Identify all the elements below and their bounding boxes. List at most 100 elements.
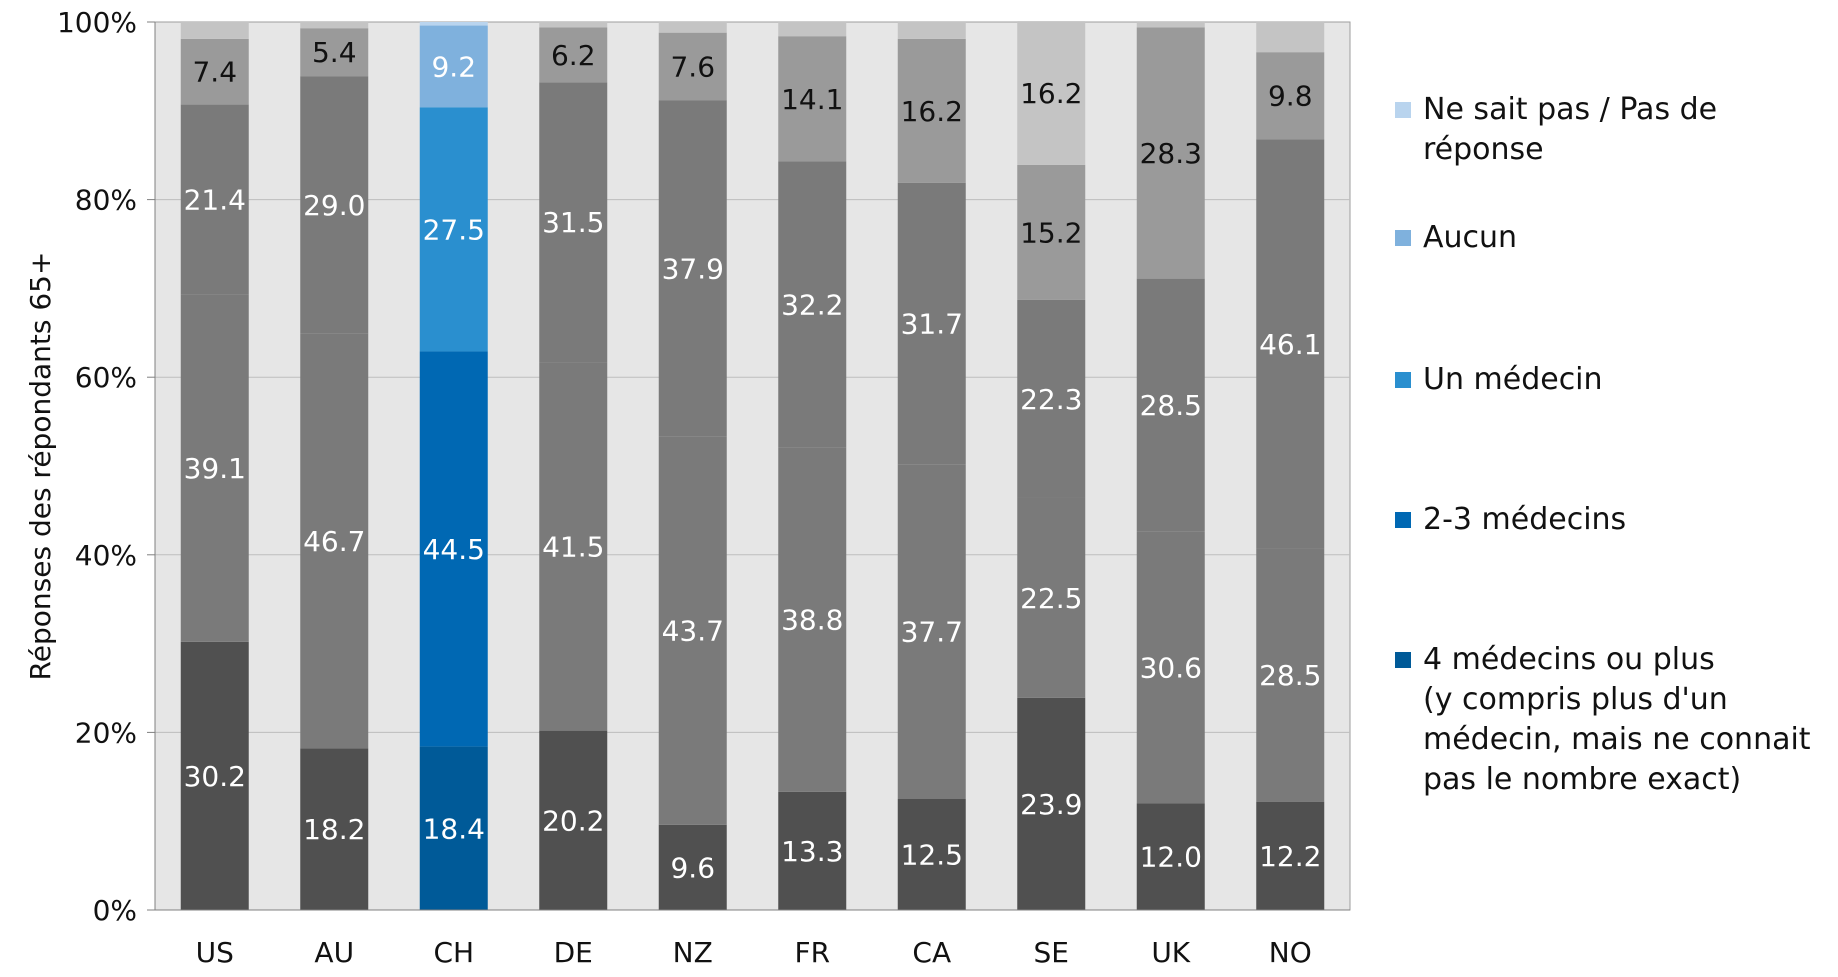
data-label: 9.6 bbox=[670, 851, 715, 884]
bar-segment-nz-3 bbox=[658, 32, 727, 101]
data-label: 38.8 bbox=[781, 604, 843, 637]
bar-segment-nz-0 bbox=[658, 824, 727, 910]
data-label: 37.9 bbox=[662, 252, 724, 285]
data-label: 12.2 bbox=[1259, 840, 1321, 873]
legend-item-4-medecins-ou-plus: 4 médecins ou plus (y compris plus d'un … bbox=[1395, 640, 1811, 800]
bar-segment-ca-0 bbox=[897, 799, 966, 910]
data-label: 16.2 bbox=[1020, 77, 1082, 110]
x-tick-label: FR bbox=[794, 936, 830, 969]
legend-item-2-3-medecins: 2-3 médecins bbox=[1395, 500, 1626, 540]
bar-segment-se-0 bbox=[1017, 697, 1086, 910]
legend-swatch bbox=[1395, 230, 1411, 246]
bar-segment-se-2 bbox=[1017, 299, 1086, 498]
data-label: 20.2 bbox=[542, 804, 604, 837]
bar-segment-no-1 bbox=[1256, 548, 1325, 802]
legend-label: 4 médecins ou plus (y compris plus d'un … bbox=[1423, 642, 1811, 797]
bar-segment-ch-1 bbox=[419, 351, 488, 747]
bar-segment-us-2 bbox=[180, 104, 249, 295]
data-label: 6.2 bbox=[551, 39, 596, 72]
bar-segment-no-3 bbox=[1256, 52, 1325, 140]
data-label: 32.2 bbox=[781, 288, 843, 321]
data-label: 21.4 bbox=[184, 184, 246, 217]
bar-segment-ch-2 bbox=[419, 107, 488, 352]
legend-item-un-medecin: Un médecin bbox=[1395, 360, 1603, 400]
data-label: 44.5 bbox=[423, 533, 485, 566]
data-label: 14.1 bbox=[781, 83, 843, 116]
bar-segment-uk-1 bbox=[1136, 531, 1205, 804]
bar-segment-de-0 bbox=[539, 730, 608, 910]
bar-segment-fr-1 bbox=[778, 447, 847, 792]
y-tick-label: 0% bbox=[93, 894, 137, 927]
bar-segment-ca-1 bbox=[897, 464, 966, 799]
data-label: 23.9 bbox=[1020, 788, 1082, 821]
data-label: 46.7 bbox=[303, 525, 365, 558]
bar-segment-au-0 bbox=[300, 748, 369, 910]
y-tick-label: 40% bbox=[75, 539, 137, 572]
bar-segment-au-1 bbox=[300, 333, 369, 749]
legend-item-ne-sait-pas: Ne sait pas / Pas de réponse bbox=[1395, 90, 1835, 170]
data-label: 9.2 bbox=[431, 50, 476, 83]
bar-segment-us-0 bbox=[180, 641, 249, 910]
data-label: 12.0 bbox=[1140, 841, 1202, 874]
y-axis: 0% 20% 40% 60% 80% 100% bbox=[57, 6, 156, 927]
data-label: 43.7 bbox=[662, 615, 724, 648]
data-label: 27.5 bbox=[423, 213, 485, 246]
bar-segment-us-4 bbox=[180, 22, 249, 39]
data-label: 28.3 bbox=[1140, 137, 1202, 170]
bar-segment-de-1 bbox=[539, 362, 608, 731]
bar-segment-uk-3 bbox=[1136, 27, 1205, 279]
bar-segment-ca-2 bbox=[897, 182, 966, 465]
bar-segment-ca-3 bbox=[897, 38, 966, 183]
data-labels: 30.2 39.1 21.4 7.4 18.2 46.7 29.0 5.4 18.4 44.5 27… bbox=[184, 36, 1322, 884]
legend-swatch bbox=[1395, 102, 1411, 118]
bar-segment-se-1 bbox=[1017, 497, 1086, 698]
bar-segment-uk-4 bbox=[1136, 22, 1205, 28]
data-label: 46.1 bbox=[1259, 328, 1321, 361]
data-label: 28.5 bbox=[1140, 389, 1202, 422]
bar-segment-de-2 bbox=[539, 82, 608, 363]
data-label: 18.4 bbox=[423, 812, 485, 845]
data-label: 29.0 bbox=[303, 189, 365, 222]
legend-swatch bbox=[1395, 372, 1411, 388]
data-label: 7.6 bbox=[670, 50, 715, 83]
bar-segment-nz-2 bbox=[658, 100, 727, 437]
bar-segment-no-0 bbox=[1256, 801, 1325, 910]
bar-segment-fr-0 bbox=[778, 791, 847, 910]
data-label: 12.5 bbox=[901, 839, 963, 872]
data-label: 18.2 bbox=[303, 813, 365, 846]
bar-segment-nz-1 bbox=[658, 436, 727, 825]
x-tick-label: CH bbox=[433, 936, 474, 969]
legend-label: 2-3 médecins bbox=[1423, 502, 1627, 537]
data-label: 37.7 bbox=[901, 616, 963, 649]
bar-segment-ch-0 bbox=[419, 746, 488, 910]
bar-segment-de-4 bbox=[539, 22, 608, 28]
x-tick-label: AU bbox=[314, 936, 354, 969]
bar-segment-ch-3 bbox=[419, 25, 488, 108]
bar-segment-de-3 bbox=[539, 27, 608, 83]
y-tick-label: 100% bbox=[57, 6, 137, 39]
x-tick-label: SE bbox=[1034, 936, 1069, 969]
bar-segment-ch-4 bbox=[419, 22, 488, 26]
data-label: 30.2 bbox=[184, 760, 246, 793]
data-label: 28.5 bbox=[1259, 659, 1321, 692]
legend-label: Aucun bbox=[1423, 220, 1518, 255]
data-label: 7.4 bbox=[192, 56, 237, 89]
bar-segment-no-4 bbox=[1256, 22, 1325, 53]
bar-segment-us-1 bbox=[180, 294, 249, 642]
y-axis-title: Réponses des répondants 65+ bbox=[24, 252, 57, 681]
data-label: 41.5 bbox=[542, 530, 604, 563]
y-tick-label: 80% bbox=[75, 184, 137, 217]
bar-segment-us-3 bbox=[180, 38, 249, 105]
data-label: 30.6 bbox=[1140, 652, 1202, 685]
x-tick-label: DE bbox=[554, 936, 593, 969]
bar-segment-ca-4 bbox=[897, 22, 966, 39]
data-label: 31.7 bbox=[901, 307, 963, 340]
data-label: 5.4 bbox=[312, 36, 357, 69]
legend-swatch bbox=[1395, 652, 1411, 668]
bar-segment-au-4 bbox=[300, 22, 369, 29]
data-label: 15.2 bbox=[1020, 216, 1082, 249]
x-tick-label: UK bbox=[1151, 936, 1190, 969]
bar-segment-fr-4 bbox=[778, 22, 847, 37]
